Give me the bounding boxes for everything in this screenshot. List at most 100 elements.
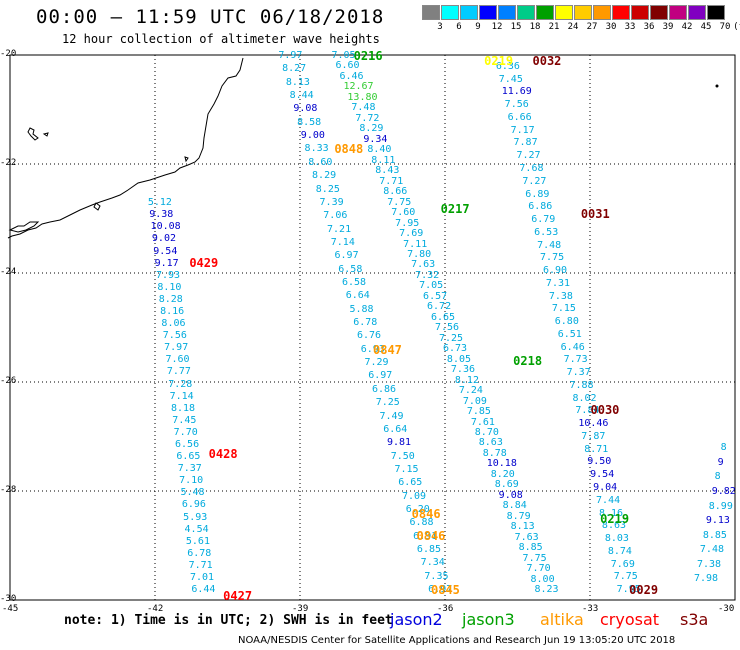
latitude-label: -20 (0, 49, 17, 59)
wave-height-value: 9.82 (711, 486, 736, 497)
scale-label: 36 (643, 22, 655, 32)
scale-swatch (707, 5, 725, 20)
wave-height-value: 6.46 (560, 341, 585, 353)
latitude-label: -24 (0, 267, 17, 277)
latitude-label: -28 (0, 485, 17, 495)
wave-height-value: 8.00 (530, 573, 555, 585)
wave-height-value: 6.72 (427, 301, 452, 313)
wave-height-value: 7.15 (551, 303, 576, 315)
wave-height-value: 7.56 (162, 330, 187, 342)
wave-height-value: 8.99 (708, 500, 733, 512)
wave-height-value: 10.08 (150, 221, 181, 233)
wave-height-value: 6.97 (368, 370, 393, 382)
scale-swatch (669, 5, 687, 20)
scale-swatch (631, 5, 649, 20)
wave-height-value: 7.14 (169, 390, 194, 402)
wave-height-value: 7.69 (610, 558, 635, 570)
scale-swatch (517, 5, 535, 20)
scale-label: 18 (529, 22, 541, 32)
scale-swatch (479, 5, 497, 20)
longitude-label: -42 (147, 604, 164, 614)
wave-height-value: 7.73 (563, 354, 588, 366)
wave-height-value: 7.09 (401, 490, 427, 502)
scale-swatch (498, 5, 516, 20)
wave-height-value: 8.66 (383, 186, 408, 198)
wave-height-value: 6.80 (554, 316, 579, 328)
wave-height-value: 8.44 (289, 90, 314, 102)
wave-height-value: 8.27 (282, 63, 307, 75)
wave-height-value: 6.88 (409, 517, 434, 529)
wave-height-value: 8.33 (304, 143, 329, 155)
wave-height-value: 10.18 (486, 458, 517, 470)
wave-height-value: 7.38 (696, 558, 722, 570)
wave-height-value: 7.88 (569, 379, 594, 391)
pass-label: 0846 (411, 506, 441, 521)
scale-label: 39 (662, 22, 674, 32)
wave-height-value: 7.68 (519, 162, 544, 174)
wave-height-value: 7.56 (434, 322, 460, 334)
wave-height-value: 6.96 (181, 499, 206, 511)
wave-height-value: 8.23 (534, 584, 559, 596)
wave-height-value: 6.64 (383, 423, 408, 435)
scale-label: 70 (719, 22, 731, 32)
pass-label: 0031 (580, 207, 610, 222)
wave-height-value: 6.97 (428, 584, 453, 596)
scale-label: 24 (567, 22, 579, 32)
wave-height-value: 6.65 (398, 477, 423, 489)
wave-height-value: 7.84 (575, 405, 600, 417)
wave-height-value: 7.24 (458, 385, 483, 397)
wave-height-value: 7.72 (355, 112, 380, 124)
wave-height-value: 8.13 (285, 76, 310, 88)
wave-height-value: 6.65 (431, 311, 456, 323)
pass-label: 0216 (353, 49, 383, 63)
wave-height-value: 6.89 (525, 188, 550, 200)
wave-height-value: 9.81 (386, 437, 412, 449)
legend-entry: cryosat (600, 610, 660, 629)
wave-height-value: 6.65 (176, 451, 201, 463)
wave-height-value: 7.48 (699, 544, 724, 556)
scale-label: 9 (475, 22, 481, 32)
wave-height-value: 8.02 (572, 392, 597, 404)
scale-label: 15 (510, 22, 522, 32)
wave-height-value: 7.09 (462, 395, 487, 407)
legend-entry: altika (540, 610, 584, 629)
longitude-label: -30 (718, 604, 735, 614)
wave-height-value: 12.67 (343, 81, 374, 93)
wave-height-value: 6.56 (175, 438, 200, 450)
wave-height-value: 9.00 (300, 130, 325, 142)
pass-label: 0029 (629, 583, 659, 598)
wave-height-value: 7.87 (581, 430, 606, 442)
wave-height-value: 8.18 (170, 402, 196, 414)
wave-height-value: 6.46 (339, 70, 364, 82)
wave-height-value: 7.80 (407, 248, 432, 260)
wave-height-value: 7.56 (504, 99, 529, 111)
wave-height-value: 7.97 (164, 342, 189, 354)
latitude-label: -30 (0, 594, 17, 604)
wave-height-value: 6.44 (191, 584, 216, 596)
footer-note: note: 1) Time is in UTC; 2) SWH is in fe… (64, 613, 393, 628)
scale-label: 45 (700, 22, 712, 32)
wave-height-value: 8.85 (702, 529, 727, 541)
wave-height-value: 9.34 (363, 133, 388, 145)
wave-height-value: 7.60 (165, 354, 190, 366)
longitude-label: -33 (582, 604, 599, 614)
wave-height-value: 9.38 (149, 209, 174, 221)
wave-height-value: 6.86 (528, 201, 553, 213)
wave-height-value: 6.78 (187, 547, 212, 559)
pass-label: 0429 (189, 256, 219, 271)
wave-height-value: 8.06 (161, 318, 186, 330)
longitude-label: -39 (292, 604, 309, 614)
wave-height-value: 7.69 (399, 228, 424, 240)
scale-swatch (460, 5, 478, 20)
wave-height-value: 7.93 (155, 269, 181, 281)
pass-label: 0848 (334, 141, 364, 156)
wave-height-value: 6.76 (356, 330, 382, 342)
wave-height-value: 6.73 (442, 343, 468, 355)
wave-height-value: 7.70 (173, 426, 198, 438)
scale-label: 33 (624, 22, 636, 32)
wave-height-value: 9.17 (154, 257, 179, 269)
map-frame (9, 54, 736, 601)
wave-height-value: 8.29 (312, 170, 337, 182)
page-title: 00:00 – 11:59 UTC 06/18/2018 (36, 6, 385, 28)
wave-height-value: 13.80 (347, 91, 378, 103)
